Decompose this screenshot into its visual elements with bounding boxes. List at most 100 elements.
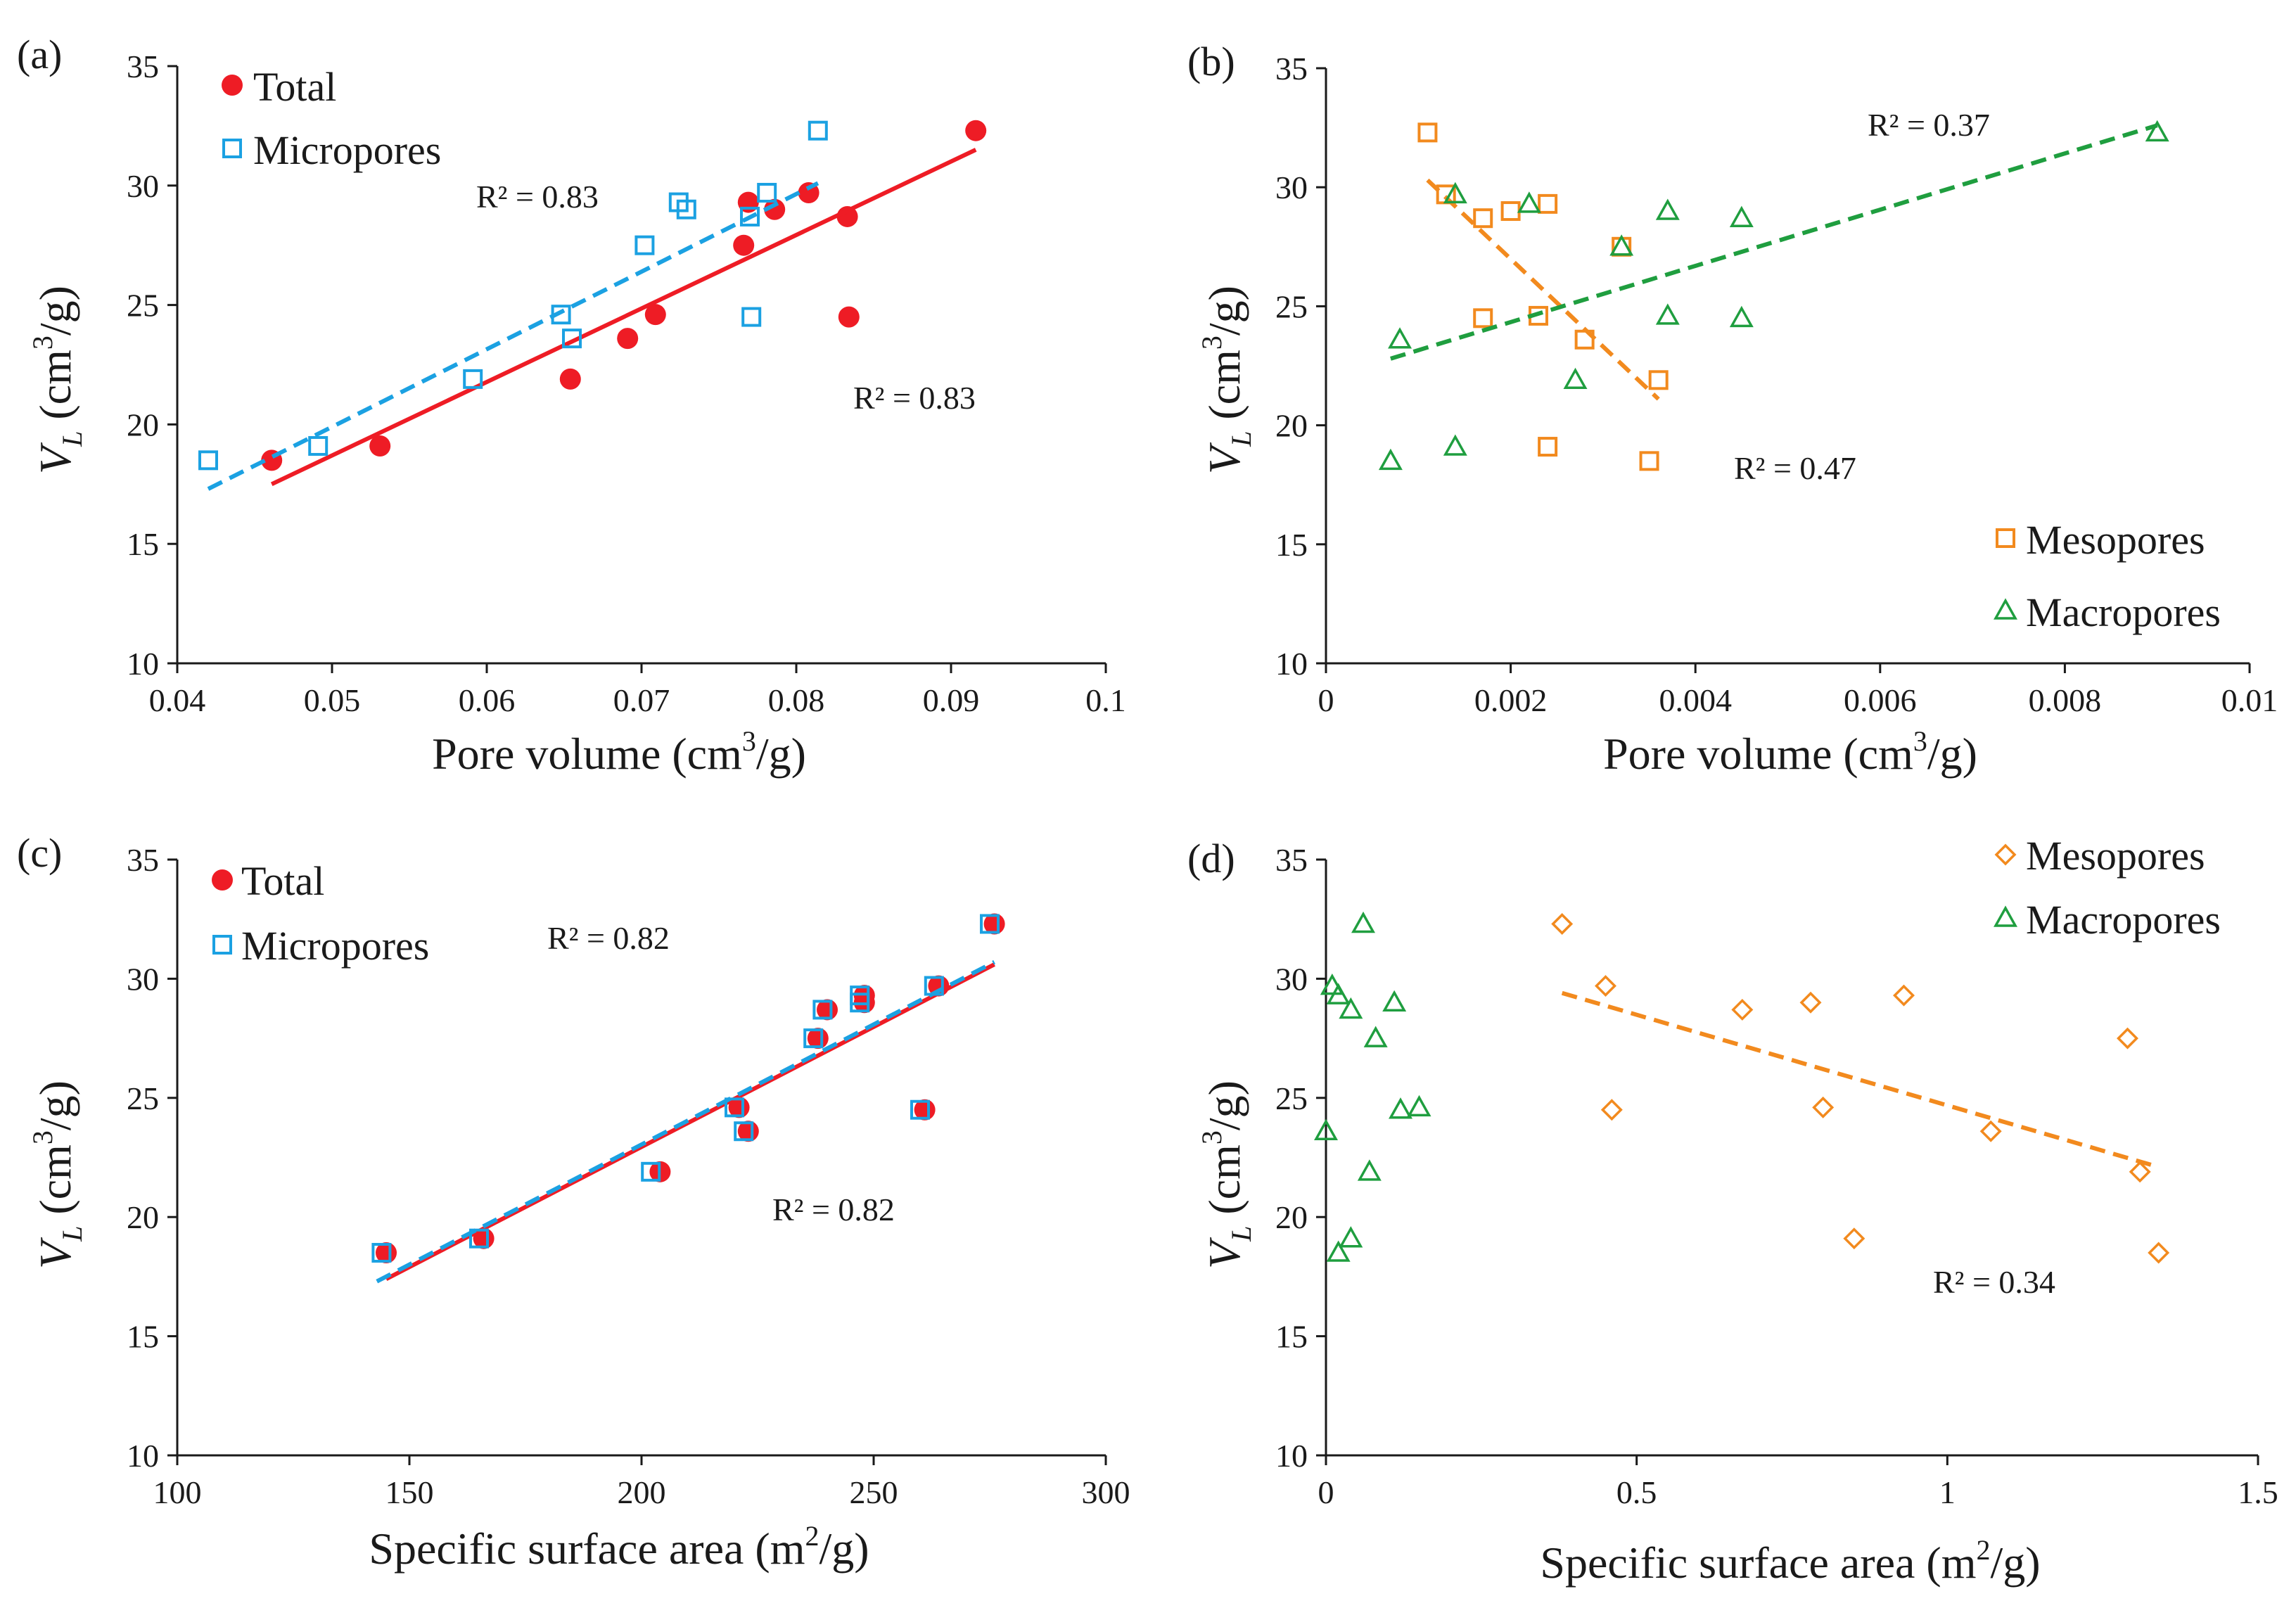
point-micropores-c <box>850 993 870 1013</box>
panel-label-d: (d) <box>1187 836 1235 881</box>
plot-area-d: 10 15 20 25 30 35 0 0.5 1 1.5 <box>1275 842 2278 1510</box>
point-total-c <box>914 1099 936 1121</box>
x-tick-label-c: 200 <box>618 1474 666 1510</box>
point-mesopores-d <box>1600 1099 1623 1121</box>
y-tick-label-b: 20 <box>1275 408 1308 444</box>
trendline-mesopores-b <box>1426 178 1660 401</box>
point-macropores-b <box>2145 120 2169 142</box>
panel-label-c: (c) <box>17 830 62 876</box>
x-tick-label-a: 0.09 <box>923 682 980 718</box>
point-total-c <box>728 1097 750 1118</box>
point-micropores-a <box>740 206 760 226</box>
point-mesopores-b <box>1538 193 1558 214</box>
panel-label-b: (b) <box>1187 39 1235 84</box>
trendline-total-a <box>270 148 977 487</box>
y-tick-label-c: 25 <box>127 1080 159 1116</box>
point-mesopores-b <box>1473 208 1493 229</box>
point-total-a <box>617 328 639 350</box>
point-total-c <box>817 999 838 1021</box>
x-tick-label-a: 0.08 <box>768 682 825 718</box>
point-macropores-b <box>1388 327 1412 349</box>
trendline-micropores-c <box>376 960 995 1284</box>
x-tick-label-b: 0.006 <box>1844 682 1917 718</box>
point-macropores-d <box>1382 990 1407 1012</box>
y-tick-label-d: 10 <box>1275 1438 1308 1474</box>
point-micropores-c <box>803 1028 824 1049</box>
y-tick-label-c: 10 <box>127 1438 159 1474</box>
legend-marker-total-a <box>222 75 243 96</box>
point-macropores-b <box>1609 234 1634 256</box>
point-macropores-d <box>1320 973 1344 995</box>
y-tick-label-a: 20 <box>127 407 159 442</box>
point-macropores-d <box>1407 1095 1431 1117</box>
point-micropores-c <box>725 1097 744 1118</box>
legend-marker-mesopores-d <box>1994 843 2017 866</box>
point-mesopores-d <box>1551 913 1574 935</box>
plot-area-b: 10 15 20 25 30 35 0 0.002 0.004 0.006 0.008 0.01 <box>1275 51 2278 718</box>
r2-label-micropores-a: R² = 0.83 <box>476 179 599 215</box>
r2-label-mesopores-b: R² = 0.47 <box>1734 450 1856 486</box>
point-macropores-b <box>1729 205 1754 227</box>
point-micropores-c <box>469 1228 489 1249</box>
x-tick-label-a: 0.1 <box>1085 682 1126 718</box>
y-tick-label-a: 30 <box>127 168 159 204</box>
x-tick-label-b: 0 <box>1318 682 1334 718</box>
point-total-a <box>838 306 860 328</box>
x-tick-label-d: 0 <box>1318 1474 1334 1510</box>
x-tick-label-a: 0.07 <box>613 682 670 718</box>
x-tick-label-b: 0.01 <box>2221 682 2278 718</box>
point-micropores-c <box>980 914 1000 934</box>
point-total-a <box>559 368 581 390</box>
point-mesopores-d <box>1812 1096 1835 1118</box>
point-micropores-a <box>198 450 218 471</box>
legend-label-micropores-a: Micropores <box>253 127 441 173</box>
point-mesopores-d <box>1799 991 1822 1014</box>
y-tick-label-b: 10 <box>1275 646 1308 682</box>
point-micropores-c <box>812 1000 833 1020</box>
r2-label-macropores-b: R² = 0.37 <box>1868 107 1990 143</box>
svg-text:VL (cm3/g): VL (cm3/g) <box>1196 1080 1257 1269</box>
y-tick-label-d: 30 <box>1275 961 1308 997</box>
y-tick-label-d: 20 <box>1275 1199 1308 1235</box>
y-tick-label-d: 35 <box>1275 842 1308 878</box>
point-mesopores-d <box>1979 1120 2002 1142</box>
panel-a: (a) VL (cm3/g) Pore volume (cm3/g) 10 15 2… <box>17 32 1126 779</box>
point-mesopores-d <box>2148 1242 2170 1264</box>
point-micropores-a <box>757 182 777 203</box>
r2-label-total-a: R² = 0.83 <box>853 380 976 416</box>
point-mesopores-d <box>1843 1227 1866 1250</box>
svg-text:Pore volume (cm3/g): Pore volume (cm3/g) <box>432 725 806 779</box>
r2-label-total-c: R² = 0.82 <box>772 1192 895 1227</box>
point-mesopores-b <box>1417 122 1438 143</box>
legend-label-mesopores-d: Mesopores <box>2026 833 2205 879</box>
point-macropores-d <box>1363 1026 1388 1047</box>
x-tick-label-d: 1.5 <box>2238 1474 2278 1510</box>
y-tick-label-c: 15 <box>127 1319 159 1355</box>
point-macropores-b <box>1517 191 1541 213</box>
point-macropores-b <box>1443 181 1467 204</box>
point-macropores-d <box>1326 983 1351 1004</box>
point-macropores-b <box>1443 434 1467 456</box>
panel-d: (d) VL (cm3/g) Specific surface area (m2… <box>1187 833 2278 1588</box>
legend-label-macropores-b: Macropores <box>2026 589 2221 635</box>
point-micropores-a <box>634 235 655 255</box>
legend-marker-macropores-d <box>1994 905 2017 927</box>
point-mesopores-b <box>1538 437 1558 457</box>
x-tick-label-c: 300 <box>1082 1474 1130 1510</box>
point-mesopores-d <box>1731 998 1754 1021</box>
svg-text:VL (cm3/g): VL (cm3/g) <box>27 286 88 474</box>
x-axis-title-b: Pore volume (cm3/g) <box>1603 725 1977 779</box>
panel-label-a: (a) <box>17 32 62 77</box>
legend-label-total-a: Total <box>253 64 336 110</box>
x-axis-title-a: Pore volume (cm3/g) <box>432 725 806 779</box>
y-axis-title-d: VL (cm3/g) <box>1196 1080 1257 1269</box>
point-total-c <box>737 1121 759 1142</box>
panel-b: (b) VL (cm3/g) Pore volume (cm3/g) 10 15 2… <box>1187 39 2278 779</box>
point-micropores-c <box>910 1099 930 1120</box>
y-tick-label-b: 35 <box>1275 51 1308 87</box>
y-axis-title-a: VL (cm3/g) <box>27 286 88 474</box>
point-total-a <box>965 120 987 141</box>
svg-text:VL (cm3/g): VL (cm3/g) <box>27 1080 88 1269</box>
point-total-a <box>369 435 391 457</box>
